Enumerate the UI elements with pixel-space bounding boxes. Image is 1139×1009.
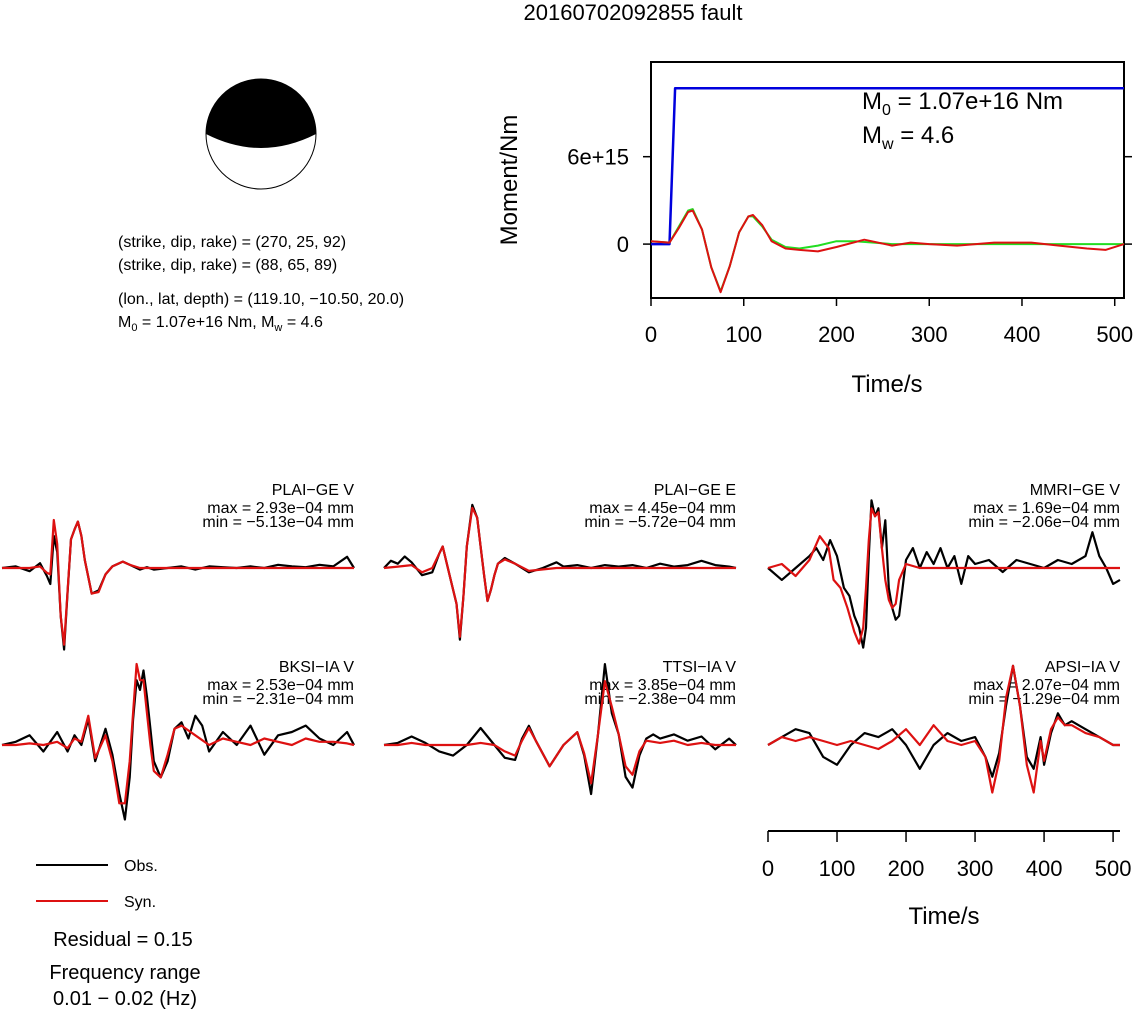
station-max: max = 3.85e−04 mm [589, 677, 736, 694]
moment-rate-plot: 0 100 200 300 400 500 0 6e+15 Time/s Moment/Nm… [496, 61, 1133, 398]
waveform-x-tick-label: 300 [957, 856, 994, 881]
stf-y-axis-label: Moment/Nm [496, 115, 523, 246]
synthetic-waveform [767, 664, 1120, 794]
legend-syn-label: Syn. [124, 894, 156, 911]
waveform-x-tick-label: 400 [1026, 856, 1063, 881]
stf-x-tick-label: 500 [1096, 322, 1133, 347]
station-min: min = −5.72e−04 mm [584, 514, 736, 531]
stf-red-line [650, 209, 1125, 294]
station-name: TTSI−IA V [663, 659, 737, 676]
station-max: max = 2.53e−04 mm [207, 677, 354, 694]
legend: Obs. Syn. [36, 858, 158, 911]
nodal-plane-2-text: (strike, dip, rake) = (88, 65, 89) [118, 257, 337, 274]
waveform-x-axis-label: Time/s [908, 903, 979, 930]
waveform-x-tick-label: 0 [762, 856, 774, 881]
station-min: min = −2.06e−04 mm [968, 514, 1120, 531]
stf-green-line [650, 208, 1124, 293]
stf-mw-annotation: Mw = 4.6 [862, 122, 954, 153]
waveform-x-tick-label: 100 [819, 856, 856, 881]
figure-title: 20160702092855 fault [524, 0, 743, 25]
legend-obs-label: Obs. [124, 858, 158, 875]
station-min: min = −5.13e−04 mm [202, 514, 354, 531]
station-name: APSI−IA V [1045, 659, 1120, 676]
stf-plot-frame [650, 61, 1125, 299]
stf-y-tick-label: 0 [617, 232, 629, 257]
stf-y-tick-label: 6e+15 [567, 145, 629, 170]
stf-x-tick-label: 400 [1004, 322, 1041, 347]
synthetic-waveform [383, 506, 736, 638]
station-name: BKSI−IA V [279, 659, 354, 676]
stf-m0-annotation: M0 = 1.07e+16 Nm [862, 88, 1063, 119]
location-text: (lon., lat, depth) = (119.10, −10.50, 20… [118, 291, 404, 308]
stf-series-group [650, 86, 1125, 294]
synthetic-waveform [384, 679, 736, 785]
station-min: min = −1.29e−04 mm [968, 691, 1120, 708]
station-min: min = −2.38e−04 mm [584, 691, 736, 708]
observed-waveform [767, 664, 1120, 778]
nodal-plane-1-text: (strike, dip, rake) = (270, 25, 92) [118, 234, 346, 251]
moment-magnitude-text: M0 = 1.07e+16 Nm, Mw = 4.6 [118, 314, 323, 334]
stf-x-tick-label: 300 [911, 322, 948, 347]
synthetic-waveform [767, 507, 1120, 645]
beachball-compression-quadrant [206, 79, 316, 148]
stf-x-tick-label: 100 [725, 322, 762, 347]
station-max: max = 4.45e−04 mm [589, 500, 736, 517]
stf-x-tick-label: 0 [645, 322, 657, 347]
synthetic-waveform [2, 518, 354, 646]
synthetic-waveform [2, 662, 355, 805]
frequency-range-label: Frequency range [49, 962, 200, 984]
stf-x-tick-label: 200 [818, 322, 855, 347]
station-name: PLAI−GE E [654, 482, 736, 499]
stf-moment-line [651, 86, 1124, 246]
station-name: PLAI−GE V [272, 482, 355, 499]
waveform-x-tick-label: 200 [888, 856, 925, 881]
waveform-time-axis: Time/s 0 100 200 300 400 500 [762, 830, 1132, 930]
stf-y-axis: 0 6e+15 [567, 145, 1132, 257]
residual-text: Residual = 0.15 [53, 929, 193, 951]
station-max: max = 2.93e−04 mm [207, 500, 354, 517]
frequency-range-value: 0.01 − 0.02 (Hz) [53, 988, 197, 1009]
observed-waveform [1, 520, 355, 651]
focal-mechanism-beachball [205, 78, 317, 190]
stf-x-axis-label: Time/s [851, 371, 922, 398]
station-min: min = −2.31e−04 mm [202, 691, 354, 708]
waveform-x-tick-label: 500 [1095, 856, 1132, 881]
stf-x-axis: 0 100 200 300 400 500 [645, 298, 1133, 347]
station-max: max = 1.69e−04 mm [973, 500, 1120, 517]
station-name: MMRI−GE V [1030, 482, 1121, 499]
